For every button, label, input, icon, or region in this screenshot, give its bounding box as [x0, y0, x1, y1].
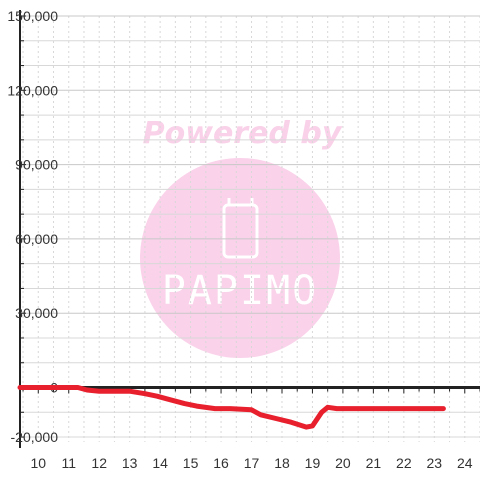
x-tick-label: 21 — [366, 455, 382, 471]
series-line — [17, 385, 446, 430]
y-tick-label: 60,000 — [15, 231, 58, 247]
watermark-brand: PAPIMO — [162, 268, 319, 314]
y-tick-label: 120,000 — [7, 82, 58, 98]
x-tick-label: 13 — [122, 455, 138, 471]
x-tick-label: 20 — [335, 455, 351, 471]
x-tick-label: 18 — [274, 455, 290, 471]
grid — [20, 15, 480, 442]
x-tick-label: 12 — [91, 455, 107, 471]
watermark: Powered by PAPIMO — [140, 116, 343, 358]
x-tick-label: 22 — [396, 455, 412, 471]
x-tick-label: 10 — [30, 455, 46, 471]
y-tick-label: 30,000 — [15, 305, 58, 321]
x-tick-label: 14 — [152, 455, 168, 471]
x-tick-label: 19 — [305, 455, 321, 471]
y-tick-label: 90,000 — [15, 157, 58, 173]
x-tick-label: 16 — [213, 455, 229, 471]
y-tick-label: -20,000 — [11, 429, 59, 445]
x-tick-label: 23 — [427, 455, 443, 471]
series-layer — [17, 385, 446, 430]
x-tick-label: 24 — [457, 455, 473, 471]
watermark-text: Powered by — [143, 116, 343, 151]
x-tick-labels: 10 11 12 13 14 15 16 17 18 19 20 21 22 23 24 — [30, 455, 472, 471]
x-tick-label: 11 — [61, 455, 76, 471]
x-tick-label: 15 — [183, 455, 199, 471]
phone-icon — [222, 198, 259, 259]
y-tick-label: 150,000 — [7, 8, 58, 24]
x-tick-label: 17 — [244, 455, 260, 471]
